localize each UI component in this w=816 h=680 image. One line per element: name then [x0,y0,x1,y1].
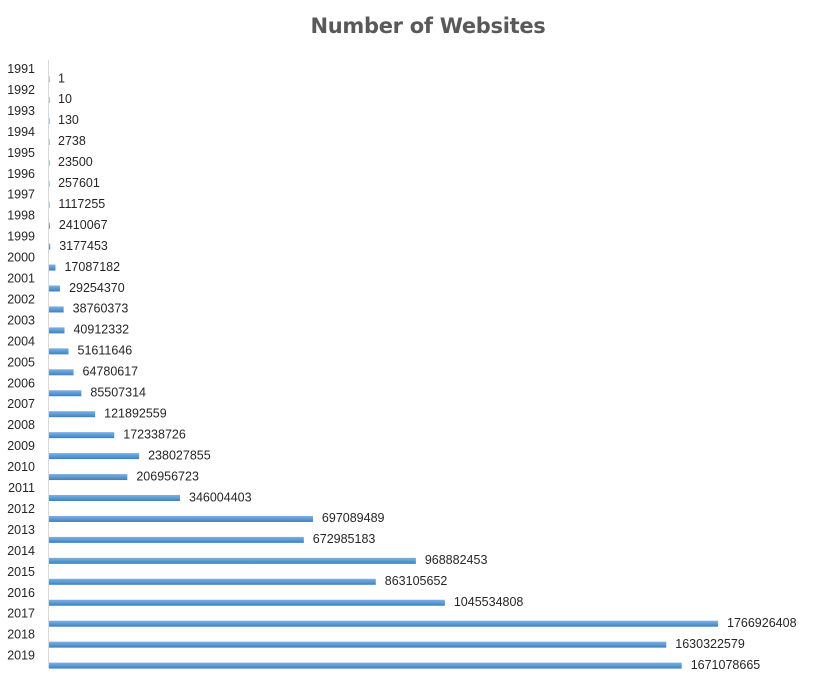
category-label: 1993 [7,104,35,118]
data-label: 1766926408 [727,616,797,630]
data-label: 29254370 [69,281,125,295]
bar [49,327,65,334]
category-label: 1994 [7,125,35,139]
category-label: 2000 [7,251,35,265]
bar [49,222,50,229]
category-labels: 1991 1992 1993 1994 1995 1996 1997 1998 1999 2000… [7,62,35,663]
data-labels: 1 10 130 2738 23500 257601 1117255 2410067 31774… [58,71,797,672]
category-label: 1997 [7,188,35,202]
bar [49,557,416,564]
bar [49,348,69,355]
category-label: 2008 [7,418,35,432]
category-label: 2010 [7,460,35,474]
bar [49,369,74,376]
category-label: 2007 [7,397,35,411]
data-label: 17087182 [64,260,120,274]
bar [49,76,50,82]
data-label: 121892559 [104,406,167,420]
category-label: 2001 [7,272,35,286]
category-label: 2005 [7,355,35,369]
data-label: 130 [58,113,79,127]
data-label: 863105652 [385,574,448,588]
data-label: 697089489 [322,511,385,525]
data-label: 2410067 [59,218,108,232]
data-label: 206956723 [136,469,199,483]
bar [49,264,56,271]
category-label: 2015 [7,565,35,579]
category-label: 2011 [8,481,35,495]
data-label: 40912332 [73,323,129,337]
bar [49,536,304,543]
data-label: 346004403 [189,490,252,504]
bar [49,138,50,145]
data-label: 1 [58,71,65,85]
bar [49,159,50,166]
category-label: 2009 [7,439,35,453]
category-label: 1992 [7,83,35,97]
category-label: 2016 [7,586,35,600]
category-label: 1995 [7,146,35,160]
bar [49,411,96,418]
category-label: 1991 [7,62,35,76]
bar [49,432,115,439]
data-label: 38760373 [73,302,129,316]
data-label: 10 [58,92,72,106]
data-label: 257601 [58,176,100,190]
bar [49,117,50,124]
bar [49,599,445,606]
bar [49,201,50,208]
category-label: 2013 [7,523,35,537]
bar [49,662,682,669]
bar [49,495,181,501]
data-label: 85507314 [90,386,146,400]
bar [49,515,313,522]
category-label: 2006 [7,376,35,390]
category-label: 2019 [7,649,35,663]
chart-title: Number of Websites [310,14,546,38]
bars [49,76,718,669]
data-label: 3177453 [59,239,108,253]
bar [49,578,376,585]
category-label: 1998 [7,209,35,223]
bar [49,474,128,481]
category-label: 2018 [7,628,35,642]
category-label: 2012 [7,502,35,516]
category-label: 1999 [7,230,35,244]
data-label: 23500 [58,155,93,169]
bar [49,620,718,627]
bar [49,306,64,313]
data-label: 1671078665 [691,658,761,672]
category-label: 2014 [7,544,35,558]
bar [49,641,667,648]
bar [49,180,50,187]
category-label: 1996 [7,167,35,181]
data-label: 1045534808 [454,595,524,609]
category-label: 2002 [7,292,35,306]
category-label: 2017 [7,607,35,621]
bar [49,96,50,103]
data-label: 1630322579 [675,637,745,651]
bar [49,390,82,397]
data-label: 672985183 [313,532,376,546]
category-label: 2004 [7,334,35,348]
data-label: 64780617 [83,365,139,379]
bar [49,243,51,250]
data-label: 968882453 [425,553,488,567]
data-label: 2738 [58,134,86,148]
category-label: 2003 [7,313,35,327]
data-label: 51611646 [78,344,133,358]
data-label: 172338726 [123,427,186,441]
bar [49,453,140,460]
data-label: 238027855 [148,448,211,462]
bar [49,285,61,292]
data-label: 1117255 [58,197,105,211]
